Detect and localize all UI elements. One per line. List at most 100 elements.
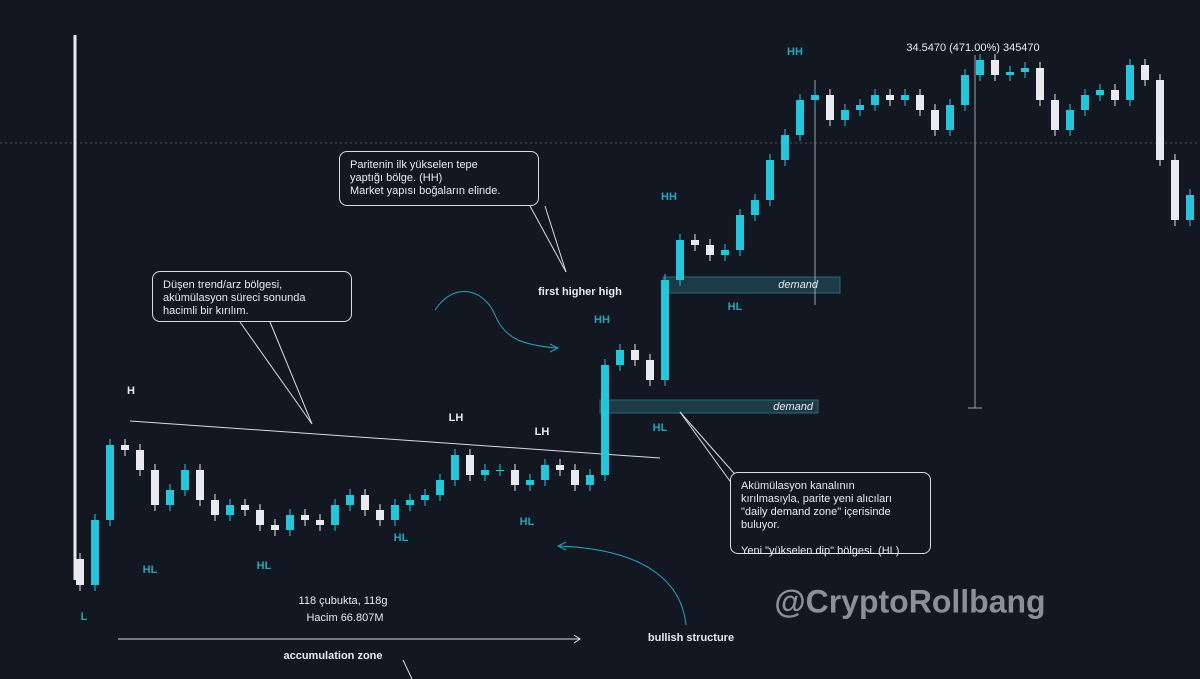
- candle-body: [1111, 90, 1119, 100]
- candle-body: [541, 465, 549, 480]
- annotation: 118 çubukta, 118g: [299, 595, 388, 607]
- candle-body: [571, 470, 579, 485]
- candle-body: [886, 95, 894, 100]
- candle-body: [1126, 65, 1134, 100]
- candle-body: [466, 455, 474, 475]
- candle-body: [766, 160, 774, 200]
- candle-body: [811, 95, 819, 100]
- annotation: H: [127, 385, 135, 397]
- candle-body: [511, 470, 519, 485]
- pointer: [239, 321, 313, 425]
- annotation: HL: [520, 516, 535, 528]
- candle-body: [1156, 80, 1164, 160]
- annotation: accumulation zone: [283, 650, 382, 662]
- pointer: [529, 205, 567, 273]
- annotation: @CryptoRollbang: [774, 583, 1045, 619]
- candle-body: [121, 445, 129, 450]
- candle-body: [286, 515, 294, 530]
- candle-body: [991, 60, 999, 75]
- candle-body: [406, 500, 414, 505]
- candle-body: [646, 360, 654, 380]
- candle-body: [661, 280, 669, 380]
- annotation: demand: [773, 401, 814, 413]
- trend-line: [129, 420, 661, 459]
- candle-body: [826, 95, 834, 120]
- annotation: 34.5470 (471.00%) 345470: [906, 42, 1039, 54]
- candle-body: [856, 105, 864, 110]
- candle-body: [631, 350, 639, 360]
- arrow: [549, 343, 560, 353]
- candle-body: [556, 465, 564, 470]
- callout: Düşen trend/arz bölgesi, akümülasyon sür…: [152, 271, 352, 322]
- annotation: Hacim 66.807M: [306, 612, 383, 624]
- arrow: [559, 545, 687, 626]
- candle-body: [496, 470, 504, 471]
- candle-body: [1186, 195, 1194, 220]
- candle-body: [1171, 160, 1179, 220]
- annotation: HH: [787, 46, 803, 58]
- candle-body: [676, 240, 684, 280]
- candle-body: [226, 505, 234, 515]
- candle-body: [1141, 65, 1149, 80]
- annotation: LH: [449, 412, 464, 424]
- candle-body: [331, 505, 339, 525]
- candle-body: [91, 520, 99, 585]
- pointer: [544, 205, 567, 273]
- annotation: demand: [778, 279, 819, 291]
- annotation: HL: [394, 532, 409, 544]
- candle-body: [421, 495, 429, 500]
- candle-body: [796, 100, 804, 135]
- arrow: [434, 291, 557, 349]
- candle-body: [871, 95, 879, 105]
- annotation: HH: [661, 191, 677, 203]
- candle-body: [586, 475, 594, 485]
- candle-body: [436, 480, 444, 495]
- candle-body: [136, 450, 144, 470]
- candle-body: [346, 495, 354, 505]
- candle-body: [1081, 95, 1089, 110]
- pointer: [402, 659, 413, 679]
- candle-body: [721, 250, 729, 255]
- candle-body: [376, 510, 384, 520]
- candle-body: [526, 480, 534, 485]
- arrow: [556, 541, 567, 551]
- annotation: HH: [594, 314, 610, 326]
- candle-body: [601, 365, 609, 475]
- demand-zone: [599, 399, 819, 414]
- candle-body: [781, 135, 789, 160]
- candle-body: [106, 445, 114, 520]
- candle-body: [271, 525, 279, 530]
- candle-body: [301, 515, 309, 520]
- candle-body: [316, 520, 324, 525]
- candle-body: [616, 350, 624, 365]
- candle-body: [1096, 90, 1104, 95]
- candle-body: [961, 75, 969, 105]
- annotation: HL: [653, 422, 668, 434]
- candle-body: [241, 505, 249, 510]
- candle-body: [946, 105, 954, 130]
- candle-body: [1066, 110, 1074, 130]
- annotation: bullish structure: [648, 632, 734, 644]
- callout: Akümülasyon kanalının kırılmasıyla, pari…: [730, 472, 931, 557]
- candle-body: [691, 240, 699, 245]
- candle-body: [1036, 68, 1044, 100]
- annotation: HL: [257, 560, 272, 572]
- candle-body: [76, 559, 84, 585]
- candle-body: [751, 200, 759, 215]
- annotation: LH: [535, 426, 550, 438]
- candle-body: [1006, 72, 1014, 75]
- candle-body: [931, 110, 939, 130]
- candle-body: [706, 245, 714, 255]
- annotation: L: [81, 611, 88, 623]
- pointer: [679, 411, 741, 481]
- candle-body: [391, 505, 399, 520]
- candle-body: [361, 495, 369, 510]
- annotation: HL: [728, 301, 743, 313]
- candle-body: [916, 95, 924, 110]
- candle-body: [901, 95, 909, 100]
- candle-body: [841, 110, 849, 120]
- candle-body: [211, 500, 219, 515]
- candle-body: [166, 490, 174, 505]
